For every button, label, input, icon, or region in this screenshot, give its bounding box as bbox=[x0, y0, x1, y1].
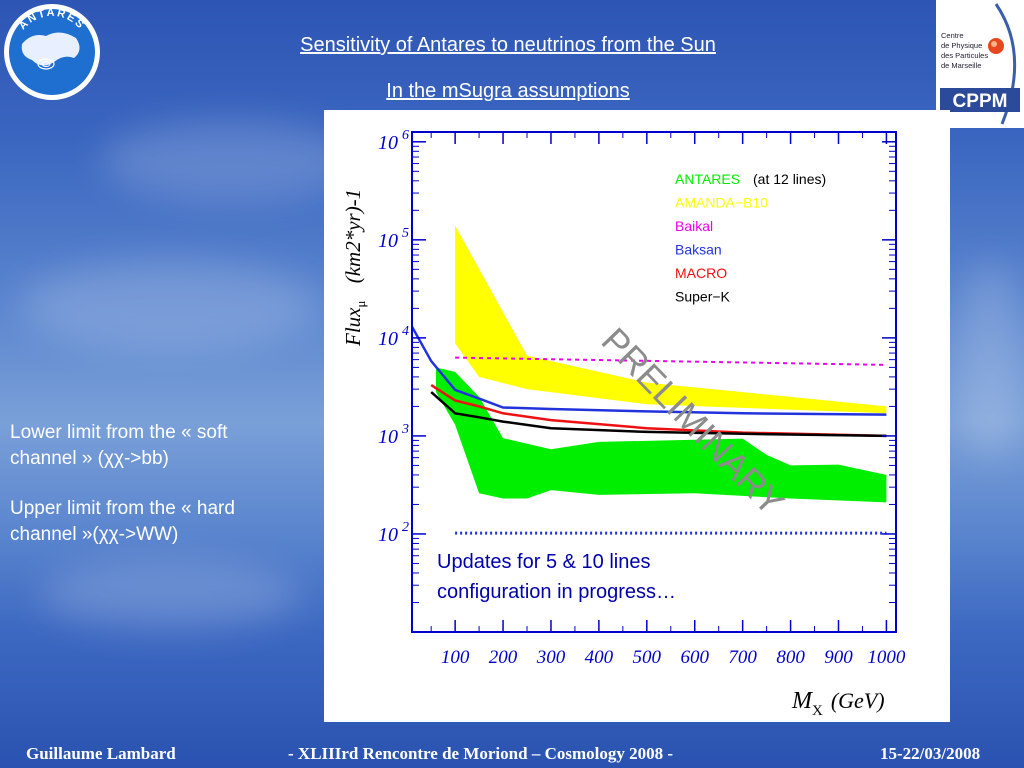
background-cloud bbox=[40, 560, 300, 630]
baksan-line bbox=[410, 326, 887, 416]
legend-baikal: Baikal bbox=[675, 218, 713, 234]
y-tick-label: 10 6 bbox=[378, 128, 409, 154]
background-cloud bbox=[955, 260, 1024, 460]
chart-panel: 100 200 300 400 500 600 700 800 900 1000 10 2 10 3 10 4… bbox=[324, 110, 950, 722]
lower-limit-note: Lower limit from the « soft channel » (χ… bbox=[10, 420, 325, 472]
x-tick-label: 400 bbox=[585, 647, 614, 668]
slide-subtitle: In the mSugra assumptions bbox=[386, 80, 630, 102]
x-tick-label: 200 bbox=[489, 647, 518, 668]
x-tick-label: 700 bbox=[728, 647, 757, 668]
legend-antares: ANTARES bbox=[675, 171, 740, 187]
cppm-logo: Centre de Physique des Particules de Mar… bbox=[936, 0, 1024, 128]
y-axis-title: Fluxμ (km2*yr)-1 bbox=[341, 189, 368, 347]
background-cloud bbox=[20, 260, 320, 350]
lower-limit-note-line: Lower limit from the « soft bbox=[10, 422, 228, 443]
legend-macro: MACRO bbox=[675, 265, 727, 281]
upper-limit-note-line: channel »(χχ->WW) bbox=[10, 524, 179, 545]
lower-limit-note-line: channel » (χχ->bb) bbox=[10, 448, 169, 469]
x-tick-label: 800 bbox=[776, 647, 805, 668]
superk-line bbox=[430, 391, 887, 438]
y-tick-label: 10 2 bbox=[378, 520, 409, 546]
y-tick-label: 10 5 bbox=[378, 226, 409, 252]
cppm-logo-line: des Particules bbox=[941, 51, 988, 60]
background-cloud bbox=[100, 120, 360, 200]
plot-frame bbox=[411, 131, 897, 633]
updates-note-line: configuration in progress… bbox=[437, 581, 676, 603]
legend-baksan: Baksan bbox=[675, 242, 722, 258]
x-tick-label: 1000 bbox=[867, 647, 906, 668]
legend-antares-note: (at 12 lines) bbox=[753, 171, 826, 187]
y-tick-label: 10 4 bbox=[378, 324, 409, 350]
legend-amanda: AMANDA−B10 bbox=[675, 195, 768, 211]
footer-event: - XLIIIrd Rencontre de Moriond – Cosmolo… bbox=[288, 744, 674, 763]
x-tick-label: 500 bbox=[633, 647, 662, 668]
slide-title: Sensitivity of Antares to neutrinos from… bbox=[300, 34, 716, 56]
cppm-logo-line: Centre bbox=[941, 31, 964, 40]
upper-limit-note-line: Upper limit from the « hard bbox=[10, 498, 235, 519]
antares-logo: ANTARES bbox=[4, 4, 100, 100]
antares-band bbox=[436, 367, 887, 503]
upper-limit-note: Upper limit from the « hard channel »(χχ… bbox=[10, 496, 325, 548]
legend-superk: Super−K bbox=[675, 289, 731, 305]
macro-line bbox=[430, 384, 887, 438]
slide-footer: Guillaume Lambard - XLIIIrd Rencontre de… bbox=[0, 740, 1024, 768]
cppm-logo-line: de Marseille bbox=[941, 61, 981, 70]
y-tick-label: 10 3 bbox=[378, 422, 409, 448]
updates-note-line: Updates for 5 & 10 lines bbox=[437, 551, 650, 573]
amanda-band bbox=[455, 225, 887, 414]
x-tick-label: 900 bbox=[824, 647, 853, 668]
cppm-logo-word: CPPM bbox=[953, 91, 1008, 112]
cppm-logo-line: de Physique bbox=[941, 41, 982, 50]
x-axis-title: MX (GeV) bbox=[791, 688, 885, 719]
footer-author: Guillaume Lambard bbox=[26, 744, 176, 763]
x-tick-label: 600 bbox=[680, 647, 709, 668]
footer-date: 15-22/03/2008 bbox=[880, 744, 981, 763]
x-tick-label: 100 bbox=[441, 647, 470, 668]
x-tick-label: 300 bbox=[536, 647, 566, 668]
